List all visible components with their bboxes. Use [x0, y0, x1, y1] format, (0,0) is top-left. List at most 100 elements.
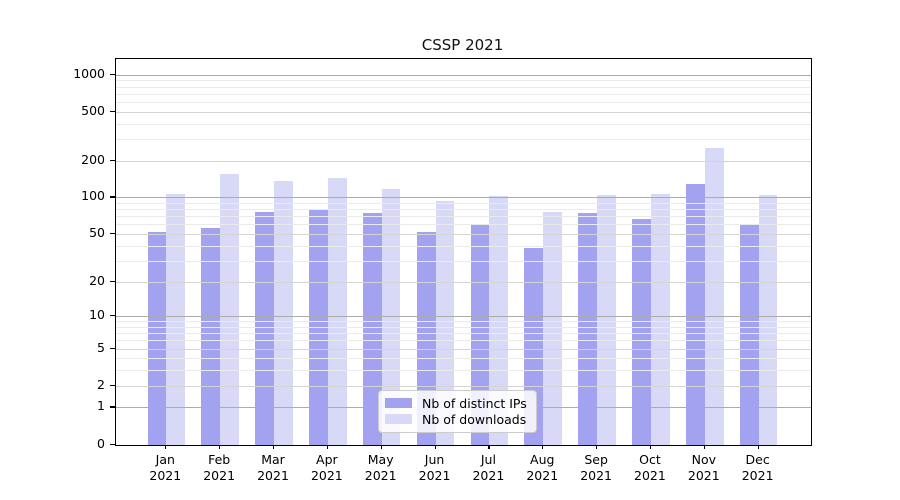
gridline-major	[116, 111, 811, 113]
y-tick-mark	[110, 196, 115, 198]
bar-downloads	[543, 212, 563, 445]
gridline-minor	[116, 123, 811, 125]
x-tick-mark	[649, 444, 652, 449]
legend: Nb of distinct IPs Nb of downloads	[378, 390, 537, 433]
bar-downloads	[758, 194, 778, 445]
bar-distinct-ips	[578, 213, 598, 445]
x-tick-label: Sep 2021	[580, 452, 612, 483]
y-tick-label: 200	[81, 151, 105, 167]
bar-downloads	[597, 194, 616, 445]
bar-distinct-ips	[739, 225, 759, 445]
gridline-minor	[116, 216, 811, 218]
bar-downloads	[435, 200, 455, 445]
x-tick-label: Dec 2021	[741, 452, 774, 483]
y-tick-mark	[110, 443, 115, 445]
gridline-minor	[116, 370, 811, 372]
legend-entry: Nb of distinct IPs	[385, 395, 527, 411]
bar-downloads	[220, 174, 239, 445]
gridline-major	[116, 234, 811, 236]
gridline-minor	[116, 139, 811, 141]
chart-title: CSSP 2021	[421, 36, 504, 54]
x-tick-mark	[434, 444, 436, 449]
bar-distinct-ips	[686, 183, 705, 445]
gridline-minor	[116, 86, 811, 88]
y-tick-label: 0	[97, 435, 105, 451]
legend-label: Nb of downloads	[422, 411, 527, 427]
y-tick-mark	[110, 73, 115, 75]
gridline-minor	[116, 245, 811, 247]
y-tick-label: 1000	[73, 65, 105, 81]
gridline-minor	[116, 358, 811, 360]
gridline-minor	[116, 209, 811, 211]
gridline-major	[116, 281, 811, 283]
gridline-minor	[116, 333, 811, 335]
y-tick-label: 20	[89, 272, 105, 288]
x-tick-mark	[703, 444, 705, 449]
y-tick-mark	[110, 384, 115, 386]
y-tick-label: 5	[97, 339, 105, 355]
x-tick-mark	[596, 444, 598, 449]
y-tick-label: 2	[97, 376, 105, 392]
bar-downloads	[327, 177, 347, 445]
y-tick-label: 10	[89, 307, 105, 323]
y-tick-label: 500	[81, 102, 105, 118]
x-tick-mark	[542, 444, 544, 449]
bar-downloads	[489, 195, 509, 445]
gridline-minor	[116, 102, 811, 103]
x-tick-label: Jan 2021	[149, 452, 182, 483]
bar-downloads	[650, 194, 670, 445]
x-tick-mark	[326, 444, 329, 449]
gridline-minor	[116, 340, 811, 342]
gridline-major	[116, 348, 811, 350]
x-tick-mark	[219, 444, 221, 449]
legend-swatch-icon	[385, 414, 412, 424]
gridline-minor	[116, 93, 811, 95]
y-tick-label: 50	[89, 225, 105, 241]
x-tick-mark	[165, 444, 167, 449]
bar-downloads	[166, 193, 186, 445]
x-tick-mark	[273, 444, 275, 449]
x-tick-label: Aug 2021	[526, 452, 559, 483]
gridline-minor	[116, 80, 811, 82]
x-tick-mark	[757, 444, 759, 449]
legend-label: Nb of distinct IPs	[422, 395, 527, 411]
x-tick-label: Jun 2021	[418, 452, 451, 483]
bar-distinct-ips	[632, 219, 651, 445]
legend-entry: Nb of downloads	[385, 411, 527, 427]
plot-area	[115, 58, 812, 446]
x-tick-mark	[488, 444, 490, 449]
gridline-major	[116, 385, 811, 387]
gridline-major	[116, 316, 811, 318]
y-tick-mark	[110, 159, 115, 161]
y-tick-mark	[110, 233, 115, 235]
gridline-minor	[116, 203, 811, 205]
y-tick-label: 100	[81, 188, 105, 204]
y-tick-label: 1	[97, 398, 105, 414]
gridline-minor	[116, 321, 811, 323]
x-tick-label: Oct 2021	[634, 452, 666, 483]
gridline-minor	[116, 224, 811, 226]
gridline-major	[116, 160, 811, 162]
legend-swatch-icon	[385, 398, 412, 408]
gridline-minor	[116, 260, 811, 262]
bar-downloads	[704, 147, 724, 445]
bar-distinct-ips	[255, 212, 274, 445]
x-tick-label: May 2021	[364, 452, 397, 483]
x-tick-label: Jul 2021	[472, 452, 505, 483]
x-tick-label: Feb 2021	[203, 452, 236, 483]
y-tick-mark	[110, 406, 115, 408]
x-tick-label: Nov 2021	[687, 452, 720, 483]
y-tick-mark	[110, 315, 115, 317]
y-tick-mark	[110, 280, 115, 282]
x-tick-label: Apr 2021	[310, 452, 343, 483]
y-tick-mark	[110, 347, 115, 349]
x-tick-label: Mar 2021	[257, 452, 289, 483]
gridline-major	[116, 197, 811, 199]
gridline-minor	[116, 326, 811, 328]
x-tick-mark	[380, 444, 382, 449]
bar-distinct-ips	[147, 231, 167, 445]
bar-downloads	[274, 180, 293, 445]
y-tick-mark	[110, 110, 115, 112]
gridline-major	[116, 74, 811, 76]
